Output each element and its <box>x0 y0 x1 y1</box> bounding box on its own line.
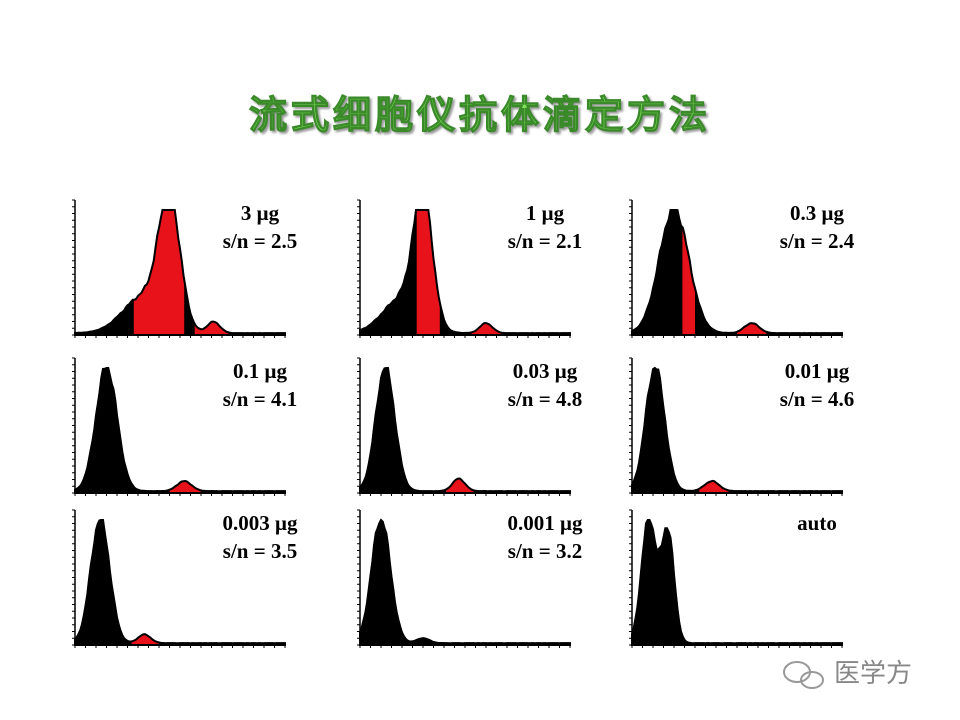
sn-label: s/n = 4.6 <box>780 387 854 411</box>
dose-label: 0.003 μg <box>223 511 298 535</box>
histogram-outline <box>631 209 843 336</box>
dose-label: 0.001 μg <box>508 511 583 535</box>
dose-label: 0.1 μg <box>233 359 287 383</box>
histogram-panel: 1 μg s/n = 2.1 <box>357 199 582 338</box>
histogram-outline <box>74 209 286 336</box>
watermark-icon <box>783 661 811 683</box>
dose-label: 1 μg <box>526 201 565 225</box>
histogram-panel: 0.03 μg s/n = 4.8 <box>357 357 582 496</box>
watermark-text: 医学方 <box>834 659 912 689</box>
dose-label: 0.03 μg <box>513 359 578 383</box>
sn-label: s/n = 2.5 <box>223 229 297 253</box>
dose-label: 0.01 μg <box>785 359 850 383</box>
sn-label: s/n = 2.1 <box>508 229 582 253</box>
histogram-outline <box>74 367 286 494</box>
sn-label: s/n = 3.5 <box>223 539 297 563</box>
histogram-panel: 0.3 μg s/n = 2.4 <box>629 199 855 338</box>
gated-region <box>682 227 695 335</box>
gated-region <box>169 481 201 493</box>
slide-title: 流式细胞仪抗体滴定方法 <box>249 93 711 137</box>
histogram-panel: 0.001 μg s/n = 3.2 <box>357 509 583 648</box>
histogram-outline <box>359 209 571 336</box>
gated-region <box>131 634 159 645</box>
histogram-panel: 0.1 μg s/n = 4.1 <box>72 357 297 496</box>
histogram-outline <box>631 519 843 646</box>
histogram-panel: 0.01 μg s/n = 4.6 <box>629 357 854 496</box>
gated-region <box>133 210 185 335</box>
sn-label: s/n = 3.2 <box>508 539 582 563</box>
sn-label: s/n = 4.1 <box>223 387 297 411</box>
dose-label: 0.3 μg <box>790 201 844 225</box>
histogram-outline <box>359 367 571 494</box>
gated-region <box>194 321 229 335</box>
watermark-icon <box>800 671 824 689</box>
sn-label: s/n = 2.4 <box>780 229 855 253</box>
gated-region <box>446 478 474 493</box>
histogram-panel: auto <box>629 509 843 648</box>
sn-label: s/n = 4.8 <box>508 387 582 411</box>
histogram-outline <box>74 519 286 646</box>
gated-region <box>471 322 501 335</box>
histogram-panel: 3 μg s/n = 2.5 <box>72 199 297 338</box>
gated-region <box>737 323 767 335</box>
histogram-outline <box>631 366 843 494</box>
dose-label: auto <box>797 511 837 535</box>
histogram-outline <box>359 518 571 646</box>
watermark: 医学方 <box>783 659 912 689</box>
dose-label: 3 μg <box>241 201 280 225</box>
gated-region <box>416 210 440 335</box>
histogram-panel: 0.003 μg s/n = 3.5 <box>72 509 298 648</box>
